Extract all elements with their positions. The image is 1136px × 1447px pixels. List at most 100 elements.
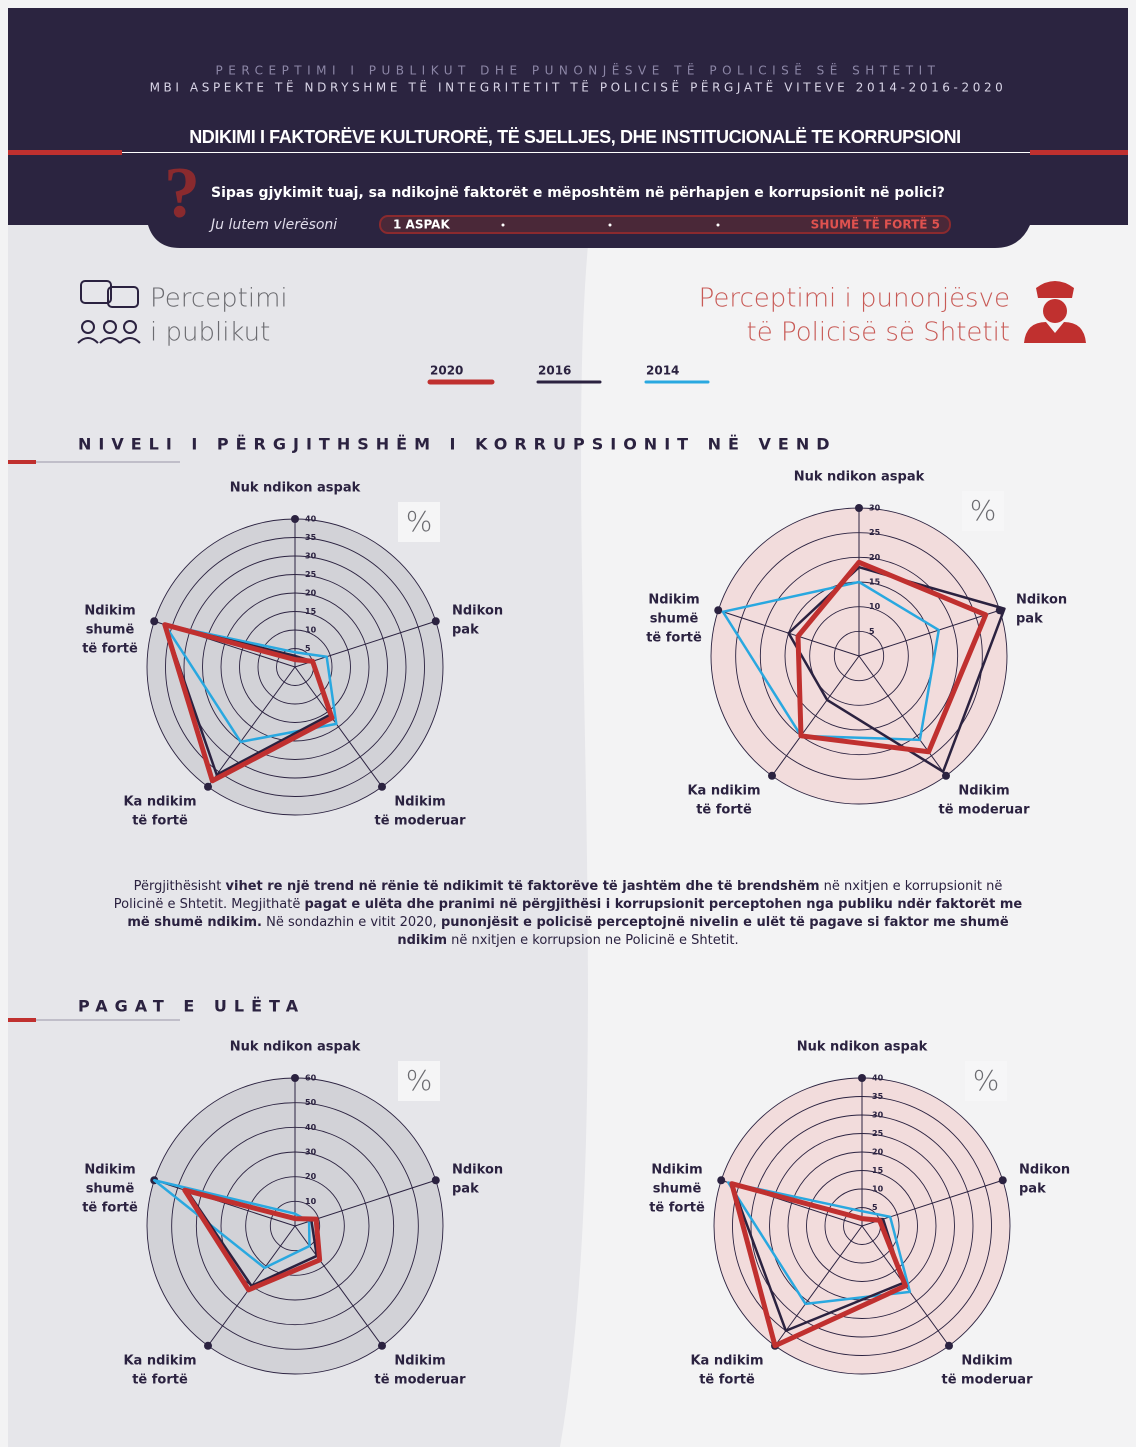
title: NDIKIMI I FAKTORËVE KULTURORË, TË SJELLJ… [189, 127, 961, 147]
category-label: pak [452, 623, 479, 638]
category-label: Ndikim [958, 784, 1009, 799]
category-label: të moderuar [941, 1373, 1033, 1388]
category-label: pak [1016, 612, 1043, 627]
unit-label: % [970, 494, 997, 527]
r-tick-label: 20 [872, 1148, 884, 1157]
unit-box [398, 1061, 440, 1101]
category-label: të moderuar [374, 1373, 466, 1388]
radar-line [721, 580, 941, 742]
r-tick-label: 35 [305, 533, 317, 542]
category-label: Ndikon [452, 604, 503, 619]
header-bg [8, 8, 1128, 248]
r-tick-label: 5 [869, 627, 875, 636]
axis-end [431, 1176, 440, 1185]
scale-min: 1 ASPAK [393, 218, 450, 232]
paragraph-segment: në nxitjen e korrupsionit në Policinë e … [113, 879, 1003, 912]
radar-axis [858, 655, 947, 777]
category-label: shumë [86, 1182, 135, 1197]
unit-label: % [406, 505, 433, 538]
r-tick-label: 40 [872, 1074, 884, 1083]
r-tick-label: 20 [305, 1172, 317, 1181]
axis-end [768, 771, 777, 780]
r-tick-label: 20 [869, 553, 881, 562]
scale-max: SHUMË TË FORTË 5 [811, 217, 940, 232]
axis-end [941, 771, 950, 780]
category-label: Ndikim [394, 795, 445, 810]
category-label: shumë [650, 612, 699, 627]
public-icon [77, 280, 141, 344]
police-icon [1024, 281, 1086, 343]
category-label: Nuk ndikon aspak [797, 1040, 928, 1055]
r-tick-label: 30 [872, 1111, 884, 1120]
radar-axis [294, 620, 436, 668]
question: Sipas gjykimit tuaj, sa ndikojnë faktorë… [211, 185, 945, 201]
r-tick-label: 10 [869, 602, 881, 611]
radar-line [182, 1187, 323, 1293]
axis-end [431, 617, 440, 626]
r-tick-label: 5 [305, 644, 311, 653]
axis-end [204, 782, 213, 791]
radar-line [787, 565, 1006, 773]
scale-bar [379, 215, 951, 234]
rule [8, 460, 36, 464]
r-tick-label: 30 [305, 1148, 317, 1157]
category-label: Ndikim [648, 593, 699, 608]
background-panel [8, 225, 590, 1447]
unit-box [962, 491, 1004, 531]
section-title: NIVELI I PËRGJITHSHËM I KORRUPSIONIT NË … [78, 435, 837, 454]
category-label: të moderuar [938, 803, 1030, 818]
radar-axis [858, 609, 1000, 657]
radar-line [729, 1181, 908, 1349]
category-label: shumë [86, 623, 135, 638]
unit-label: % [406, 1064, 433, 1097]
question-icon: ? [164, 153, 200, 233]
category-label: Ndikon [452, 1163, 503, 1178]
category-label: të fortë [699, 1373, 755, 1388]
radar-line [162, 622, 335, 784]
unit-box [965, 1061, 1007, 1101]
category-label: pak [452, 1182, 479, 1197]
r-tick-label: 25 [872, 1129, 884, 1138]
category-label: Nuk ndikon aspak [230, 1040, 361, 1055]
category-label: Ndikim [651, 1163, 702, 1178]
radar-axis [294, 666, 383, 788]
prompt: Ju lutem vlerësoni [208, 217, 337, 233]
category-label: Ndikim [394, 1354, 445, 1369]
paragraph-segment: punonjësit e policisë perceptojnë niveli… [397, 915, 1009, 948]
category-label: të fortë [696, 803, 752, 818]
group-label: i publikut [150, 318, 270, 348]
radar-axis [207, 666, 296, 788]
unit-box [398, 502, 440, 542]
radar-axis [774, 1225, 863, 1347]
legend-label: 2016 [538, 364, 571, 378]
unit-label: % [973, 1064, 1000, 1097]
category-label: Ka ndikim [687, 784, 760, 799]
paragraph-segment: Në sondazhin e vitit 2020, [261, 915, 441, 930]
category-label: Ka ndikim [123, 795, 196, 810]
category-label: Ndikon [1019, 1163, 1070, 1178]
category-label: Nuk ndikon aspak [230, 481, 361, 496]
axis-end [377, 782, 386, 791]
group-label: të Policisë së Shtetit [747, 318, 1010, 348]
category-label: Ndikim [84, 1163, 135, 1178]
r-tick-label: 10 [872, 1185, 884, 1194]
r-tick-label: 20 [305, 589, 317, 598]
group-label: Perceptimi [150, 284, 288, 314]
scale-dot [501, 223, 505, 227]
category-label: të fortë [82, 642, 138, 657]
subtitle: PERCEPTIMI I PUBLIKUT DHE PUNONJËSVE TË … [216, 63, 941, 78]
category-label: Ndikim [961, 1354, 1012, 1369]
legend: 2020 2016 2014 [427, 364, 710, 385]
category-label: Ka ndikim [123, 1354, 196, 1369]
paragraph-segment: Përgjithësisht [133, 879, 226, 894]
axis-end [714, 606, 723, 615]
paragraph-segment: vihet re një trend në rënie të ndikimit … [225, 879, 820, 894]
axis-end [855, 504, 863, 512]
category-label: Ndikon [1016, 593, 1067, 608]
radar-axis [771, 655, 860, 777]
group-label: Perceptimi i punonjësve [699, 284, 1010, 314]
axis-end [204, 1341, 213, 1350]
r-tick-label: 10 [305, 1197, 317, 1206]
